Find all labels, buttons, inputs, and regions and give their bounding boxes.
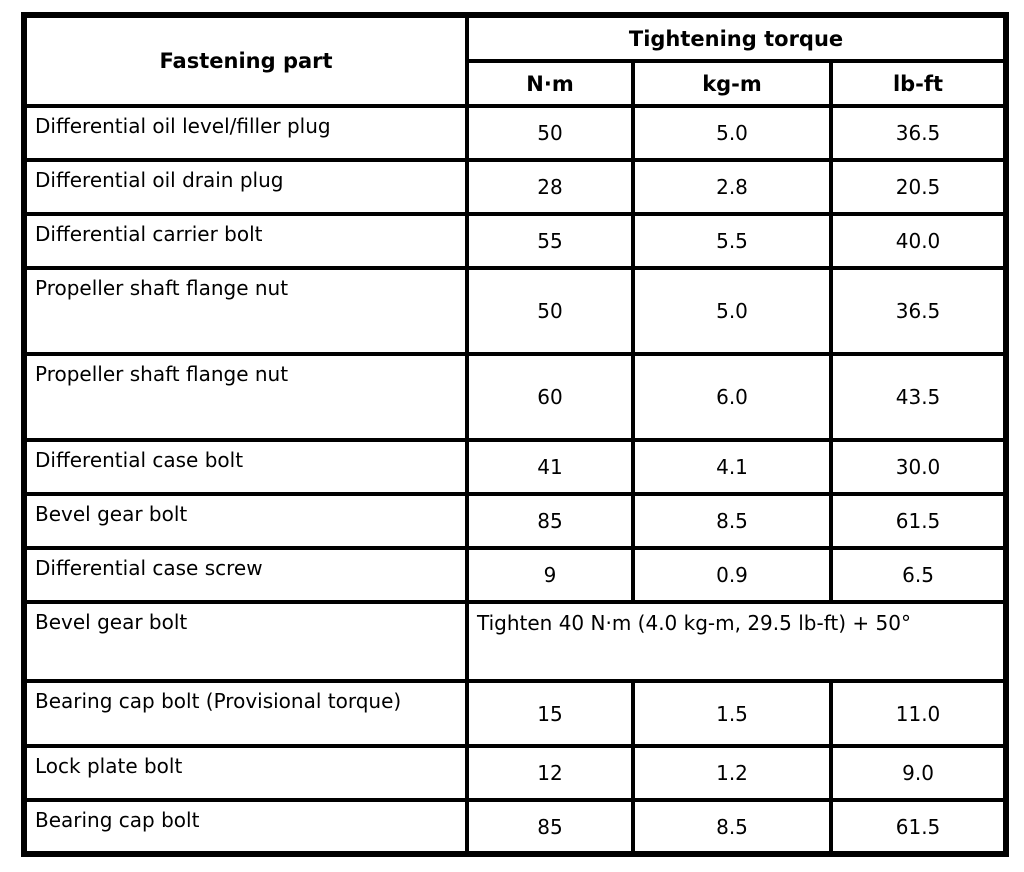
table-row: Bearing cap bolt (Provisional torque) 15… xyxy=(22,679,1009,748)
torque-kgm-cell: 8.5 xyxy=(631,492,833,550)
table-row: Bevel gear bolt 85 8.5 61.5 xyxy=(22,492,1009,550)
torque-kgm-cell: 1.5 xyxy=(631,679,833,748)
torque-lbft-cell: 36.5 xyxy=(828,266,1009,356)
table-row: Propeller shaft flange nut 60 6.0 43.5 xyxy=(22,352,1009,442)
torque-note-cell: Tighten 40 N·m (4.0 kg-m, 29.5 lb-ft) + … xyxy=(464,600,1009,683)
header-row-1: Fastening part Tightening torque xyxy=(22,13,1009,108)
header-fastening-part: Fastening part xyxy=(22,13,469,108)
table-row: Lock plate bolt 12 1.2 9.0 xyxy=(22,744,1009,802)
header-tightening-torque: Tightening torque xyxy=(464,13,1009,63)
header-unit-lbft: lb-ft xyxy=(828,59,1009,108)
torque-nm-cell: 85 xyxy=(465,798,635,856)
table-row: Bevel gear bolt Tighten 40 N·m (4.0 kg-m… xyxy=(22,600,1009,683)
torque-nm-cell: 50 xyxy=(465,104,635,162)
torque-lbft-cell: 40.0 xyxy=(828,212,1009,270)
torque-nm-cell: 85 xyxy=(465,492,635,550)
torque-lbft-cell: 30.0 xyxy=(828,438,1009,496)
table-row: Differential carrier bolt 55 5.5 40.0 xyxy=(22,212,1009,270)
part-name-cell: Differential oil level/filler plug xyxy=(22,104,469,162)
torque-nm-cell: 12 xyxy=(465,744,635,802)
part-name-cell: Lock plate bolt xyxy=(22,744,469,802)
torque-lbft-cell: 36.5 xyxy=(828,104,1009,162)
torque-nm-cell: 60 xyxy=(465,352,635,442)
torque-nm-cell: 9 xyxy=(465,546,635,604)
torque-kgm-cell: 4.1 xyxy=(631,438,833,496)
torque-kgm-cell: 6.0 xyxy=(631,352,833,442)
torque-spec-table: Fastening part Tightening torque N·m kg-… xyxy=(21,12,1010,857)
part-name-cell: Bearing cap bolt (Provisional torque) xyxy=(22,679,469,748)
part-name-cell: Propeller shaft flange nut xyxy=(22,352,469,442)
torque-kgm-cell: 2.8 xyxy=(631,158,833,216)
header-unit-nm: N·m xyxy=(465,59,635,108)
torque-note-text: Tighten 40 N·m (4.0 kg-m, 29.5 lb-ft) + … xyxy=(477,611,911,635)
header-row-2: N·m kg-m lb-ft xyxy=(24,59,1009,108)
torque-nm-cell: 28 xyxy=(465,158,635,216)
torque-lbft-cell: 61.5 xyxy=(828,492,1009,550)
table-row: Differential case screw 9 0.9 6.5 xyxy=(22,546,1009,604)
torque-lbft-cell: 9.0 xyxy=(828,744,1009,802)
part-name-cell: Bearing cap bolt xyxy=(22,798,469,856)
part-name-cell: Differential oil drain plug xyxy=(22,158,469,216)
torque-kgm-cell: 5.5 xyxy=(631,212,833,270)
torque-lbft-cell: 43.5 xyxy=(828,352,1009,442)
torque-nm-cell: 50 xyxy=(465,266,635,356)
torque-lbft-cell: 61.5 xyxy=(828,798,1009,856)
torque-nm-cell: 15 xyxy=(465,679,635,748)
torque-nm-cell: 41 xyxy=(465,438,635,496)
part-name-cell: Bevel gear bolt xyxy=(22,600,469,683)
torque-lbft-cell: 6.5 xyxy=(828,546,1009,604)
table-row: Differential oil level/filler plug 50 5.… xyxy=(22,104,1009,162)
torque-lbft-cell: 20.5 xyxy=(828,158,1009,216)
part-name-cell: Propeller shaft flange nut xyxy=(22,266,469,356)
part-name-cell: Differential carrier bolt xyxy=(22,212,469,270)
part-name-cell: Bevel gear bolt xyxy=(22,492,469,550)
torque-kgm-cell: 5.0 xyxy=(631,104,833,162)
header-unit-kgm: kg-m xyxy=(631,59,833,108)
table-row: Differential case bolt 41 4.1 30.0 xyxy=(22,438,1009,496)
part-name-cell: Differential case bolt xyxy=(22,438,469,496)
table-row: Differential oil drain plug 28 2.8 20.5 xyxy=(22,158,1009,216)
table-row: Propeller shaft flange nut 50 5.0 36.5 xyxy=(22,266,1009,356)
torque-nm-cell: 55 xyxy=(465,212,635,270)
torque-kgm-cell: 8.5 xyxy=(631,798,833,856)
torque-kgm-cell: 5.0 xyxy=(631,266,833,356)
torque-lbft-cell: 11.0 xyxy=(828,679,1009,748)
table-row: Bearing cap bolt 85 8.5 61.5 xyxy=(22,798,1009,856)
torque-kgm-cell: 1.2 xyxy=(631,744,833,802)
part-name-cell: Differential case screw xyxy=(22,546,469,604)
torque-kgm-cell: 0.9 xyxy=(631,546,833,604)
